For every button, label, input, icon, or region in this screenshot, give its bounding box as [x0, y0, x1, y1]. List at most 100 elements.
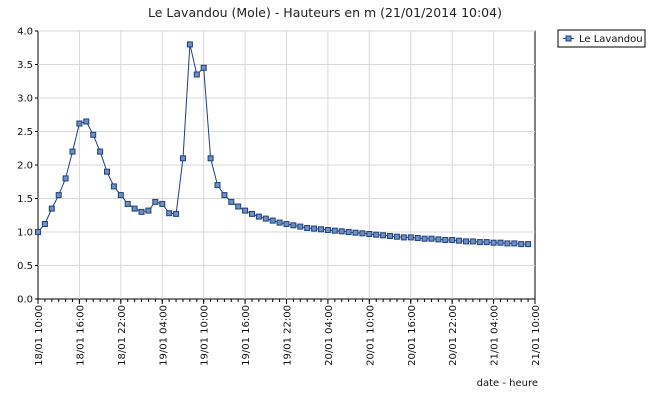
y-tick-label: 3.0 — [17, 94, 33, 105]
data-point — [249, 210, 255, 217]
data-point — [373, 231, 380, 238]
y-tick-label: 2.5 — [17, 127, 33, 138]
data-point — [242, 207, 249, 214]
data-point — [173, 210, 180, 217]
x-tick-label: 18/01 16:00 — [75, 305, 86, 366]
data-point — [235, 203, 242, 210]
data-point — [276, 219, 283, 226]
data-point — [518, 241, 525, 248]
data-point — [131, 205, 138, 212]
data-point — [83, 118, 90, 125]
data-point — [469, 238, 476, 245]
x-tick-label: 20/01 04:00 — [324, 305, 335, 366]
data-point — [214, 182, 221, 189]
data-point — [200, 64, 207, 71]
data-point — [269, 217, 276, 224]
data-point — [138, 208, 145, 215]
data-point — [435, 236, 442, 243]
data-point — [497, 239, 504, 246]
data-point — [124, 200, 131, 207]
data-point — [511, 240, 518, 247]
x-tick-label: 18/01 10:00 — [34, 305, 45, 366]
data-point — [387, 233, 393, 239]
data-point — [186, 41, 193, 48]
data-point — [490, 239, 497, 246]
data-point — [366, 231, 373, 237]
data-point — [290, 222, 297, 229]
x-tick-label: 20/01 16:00 — [407, 305, 418, 366]
data-point — [421, 235, 428, 242]
y-tick-label: 0.0 — [17, 295, 33, 306]
data-point — [324, 227, 331, 233]
y-tick-label: 1.5 — [17, 194, 33, 205]
data-point — [283, 221, 290, 227]
y-tick-label: 2.0 — [17, 161, 33, 172]
legend-marker — [565, 35, 572, 42]
data-point — [221, 192, 228, 199]
data-point — [193, 71, 200, 78]
data-point — [110, 183, 117, 190]
data-point — [159, 200, 166, 207]
grid-layer — [38, 30, 535, 299]
data-point — [62, 175, 69, 182]
data-point — [35, 229, 41, 235]
x-tick-label: 21/01 10:00 — [531, 305, 542, 366]
y-tick-label: 4.0 — [17, 27, 33, 38]
data-point — [463, 238, 469, 245]
data-point — [483, 239, 490, 246]
y-tick-label: 3.5 — [17, 60, 33, 71]
data-point — [407, 234, 414, 241]
x-tick-label: 20/01 10:00 — [365, 305, 376, 366]
data-point — [331, 227, 338, 234]
data-point — [318, 226, 324, 233]
data-point — [180, 155, 186, 162]
data-point — [504, 240, 511, 247]
data-point — [152, 198, 159, 205]
x-tick-label: 19/01 16:00 — [241, 305, 252, 366]
x-axis: 18/01 10:00 18/01 16:00 18/01 22:00 19/01 0… — [34, 299, 542, 366]
data-point — [304, 225, 311, 231]
data-point — [48, 205, 55, 212]
data-point — [352, 229, 359, 236]
data-point — [97, 148, 104, 155]
legend-label: Le Lavandou — [579, 34, 643, 45]
x-tick-label: 19/01 10:00 — [200, 305, 211, 366]
data-point — [393, 233, 400, 240]
x-axis-label: date - heure — [477, 378, 538, 389]
data-point — [104, 168, 110, 175]
data-point — [442, 237, 449, 243]
x-tick-label: 20/01 22:00 — [448, 305, 459, 366]
data-point — [400, 234, 407, 241]
data-point — [69, 148, 76, 155]
chart-title: Le Lavandou (Mole) - Hauteurs en m (21/0… — [148, 5, 502, 20]
x-tick-label: 18/01 22:00 — [117, 305, 128, 366]
data-point — [90, 131, 97, 138]
x-tick-label: 19/01 04:00 — [158, 305, 169, 366]
data-point — [456, 237, 463, 244]
data-point — [55, 192, 62, 199]
data-point — [414, 235, 421, 241]
data-point — [359, 230, 366, 237]
data-point — [345, 229, 352, 235]
data-point — [525, 241, 532, 248]
data-point — [311, 225, 318, 232]
y-tick-label: 1.0 — [17, 228, 33, 239]
data-point — [207, 155, 214, 162]
data-point — [428, 235, 435, 242]
data-point — [145, 207, 152, 214]
data-point — [449, 237, 456, 243]
data-point — [338, 228, 345, 235]
data-point — [117, 192, 124, 199]
data-point — [41, 221, 48, 227]
data-point — [166, 210, 173, 217]
data-point — [380, 232, 387, 239]
data-point — [228, 198, 235, 205]
data-point — [262, 215, 269, 222]
x-tick-label: 21/01 04:00 — [490, 305, 501, 366]
data-point — [476, 239, 483, 246]
data-point — [255, 213, 262, 220]
series-layer — [35, 41, 532, 248]
legend: Le Lavandou — [557, 29, 646, 48]
y-axis: 0.0 0.5 1.0 1.5 2.0 2.5 3.0 3.5 4.0 — [17, 27, 38, 306]
